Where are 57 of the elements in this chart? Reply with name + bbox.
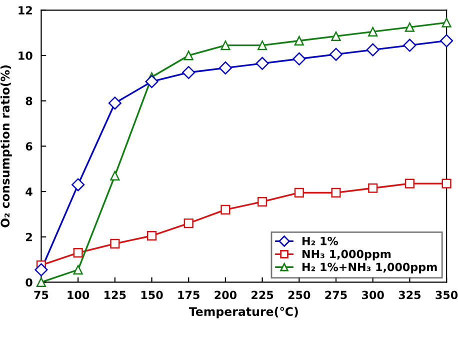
point (368, 26, 378, 36)
point (108, 96, 122, 110)
point (368, 183, 378, 193)
y-tick-label: 6 (26, 142, 32, 151)
point (72, 178, 85, 192)
point (110, 170, 120, 180)
x-tick-label: 250 (288, 290, 310, 300)
point (294, 36, 304, 46)
legend-label: H₂ 1% (302, 236, 338, 246)
point (331, 31, 341, 42)
x-axis-title: Temperature(℃) (188, 306, 298, 318)
point (73, 264, 83, 275)
x-tick-label: 125 (104, 290, 126, 300)
x-tick-label: 350 (436, 290, 458, 300)
point (220, 40, 230, 50)
point (184, 50, 194, 60)
point (331, 188, 341, 198)
point (256, 56, 269, 70)
x-tick-label: 175 (178, 290, 200, 300)
x-tick-label: 200 (214, 290, 237, 300)
y-axis-title: O₂ consumption ratio(%) (0, 65, 12, 228)
point (442, 178, 452, 188)
x-tick-label: 275 (325, 290, 347, 300)
x-tick-label: 225 (252, 290, 274, 300)
point (218, 61, 232, 74)
point (404, 178, 414, 188)
point (329, 48, 343, 61)
point (220, 204, 230, 214)
x-tick-label: 100 (68, 290, 90, 300)
point (182, 66, 196, 80)
point (442, 18, 452, 28)
x-tick-label: 150 (141, 290, 163, 300)
y-tick-label: 8 (26, 96, 32, 106)
legend-label: NH₃ 1,000ppm (302, 250, 391, 260)
y-tick-label: 2 (26, 232, 32, 242)
point (292, 52, 306, 66)
point (403, 38, 416, 52)
y-tick-label: 0 (26, 278, 32, 287)
point (146, 230, 157, 241)
x-tick-label: 75 (34, 290, 48, 300)
y-tick-label: 10 (18, 51, 32, 60)
point (184, 218, 194, 228)
legend-label: H₂ 1%+NH₃ 1,000ppm (302, 262, 437, 274)
y-tick-label: 4 (26, 188, 32, 196)
point (366, 43, 380, 56)
point (73, 248, 83, 258)
point (440, 34, 454, 48)
point (294, 188, 304, 198)
x-tick-label: 300 (362, 290, 384, 300)
point (258, 196, 268, 207)
point (404, 22, 414, 32)
point (258, 40, 268, 50)
point (34, 263, 48, 276)
y-tick-label: 12 (18, 6, 32, 14)
point (110, 238, 120, 248)
x-tick-label: 325 (398, 290, 421, 300)
point (145, 75, 158, 88)
